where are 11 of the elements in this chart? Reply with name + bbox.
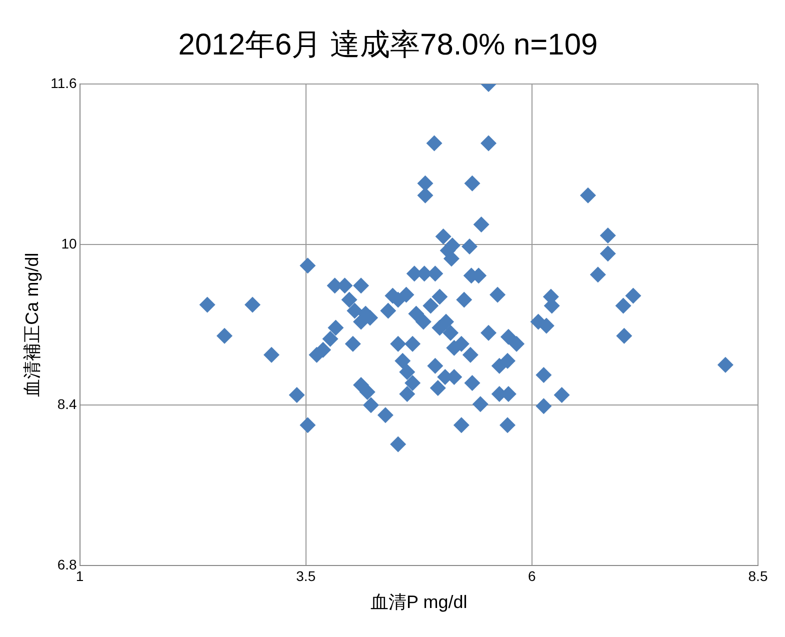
- x-tick-label: 8.5: [748, 568, 768, 584]
- x-tick-label: 1: [76, 568, 84, 584]
- y-axis-title: 血清補正Ca mg/dl: [22, 252, 42, 397]
- x-tick-label: 6: [528, 568, 536, 584]
- y-tick-label: 8.4: [57, 396, 78, 412]
- x-axis-title: 血清P mg/dl: [370, 592, 468, 612]
- y-tick-label: 6.8: [57, 556, 78, 572]
- y-tick-label: 11.6: [50, 74, 78, 91]
- chart-title: 2012年6月 達成率78.0% n=109: [178, 28, 598, 62]
- y-tick-label: 10: [61, 235, 78, 252]
- x-tick-label: 3.5: [296, 568, 316, 584]
